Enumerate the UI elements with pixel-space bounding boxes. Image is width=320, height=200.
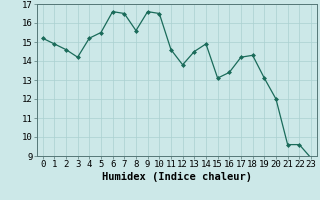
X-axis label: Humidex (Indice chaleur): Humidex (Indice chaleur) (102, 172, 252, 182)
